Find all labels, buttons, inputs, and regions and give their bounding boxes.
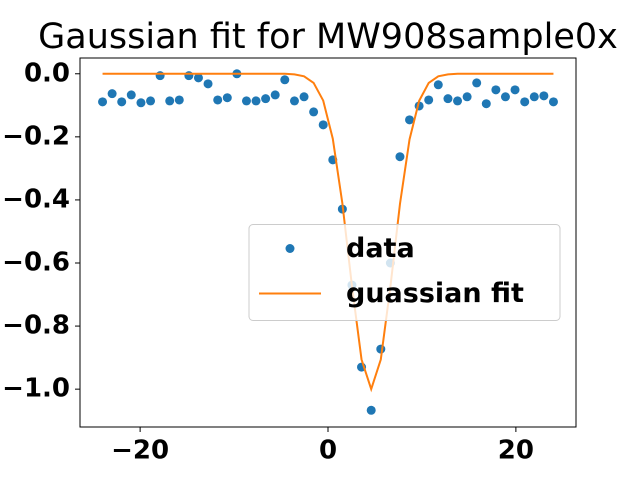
data-point <box>472 78 482 88</box>
data-point <box>529 92 539 102</box>
data-point <box>174 95 184 105</box>
data-point <box>203 79 213 89</box>
data-point <box>126 90 136 100</box>
data-point <box>98 97 108 107</box>
data-point <box>155 71 165 81</box>
data-point <box>539 91 549 101</box>
data-point <box>443 94 453 104</box>
fit-line <box>102 72 554 393</box>
data-point <box>251 96 261 106</box>
data-point <box>500 92 510 102</box>
y-tick-label: 0.0 <box>24 58 70 88</box>
y-tick-label: −0.6 <box>2 248 70 278</box>
legend-label: guassian fit <box>346 278 524 309</box>
data-point <box>318 120 328 130</box>
data-point <box>395 152 405 162</box>
x-tick-label: 0 <box>319 436 337 466</box>
data-point <box>117 97 127 107</box>
x-tick-label: 20 <box>498 436 534 466</box>
data-point <box>165 96 175 106</box>
data-point <box>241 96 251 106</box>
data-point <box>222 93 232 103</box>
data-point <box>270 90 280 100</box>
data-point <box>366 405 376 415</box>
data-point <box>193 73 203 83</box>
data-point <box>299 92 309 102</box>
data-point <box>213 95 223 105</box>
data-point <box>261 94 271 104</box>
data-point <box>309 107 319 117</box>
data-point <box>453 96 463 106</box>
y-tick-label: −0.2 <box>2 121 70 151</box>
data-point <box>548 97 558 107</box>
data-point <box>462 92 472 102</box>
data-point <box>280 75 290 85</box>
data-point <box>491 85 501 95</box>
plot-frame <box>79 57 577 428</box>
x-tick-label: −20 <box>111 436 169 466</box>
data-point <box>433 80 443 90</box>
y-tick-label: −0.8 <box>2 311 70 341</box>
legend: data guassian fit <box>248 224 561 321</box>
data-point <box>405 115 415 125</box>
y-tick-label: −1.0 <box>2 374 70 404</box>
y-tick-label: −0.4 <box>2 184 70 214</box>
data-point <box>107 89 117 99</box>
legend-label: data <box>346 233 415 264</box>
data-point <box>289 96 299 106</box>
data-point <box>146 96 156 106</box>
data-point <box>520 97 530 107</box>
data-point <box>510 85 520 95</box>
legend-frame <box>248 224 561 321</box>
legend-marker <box>285 244 295 253</box>
data-point <box>184 71 194 81</box>
chart-title: Gaussian fit for MW908sample0x <box>38 17 618 57</box>
data-point <box>481 99 491 109</box>
data-point <box>136 98 146 108</box>
data-point <box>424 95 434 105</box>
